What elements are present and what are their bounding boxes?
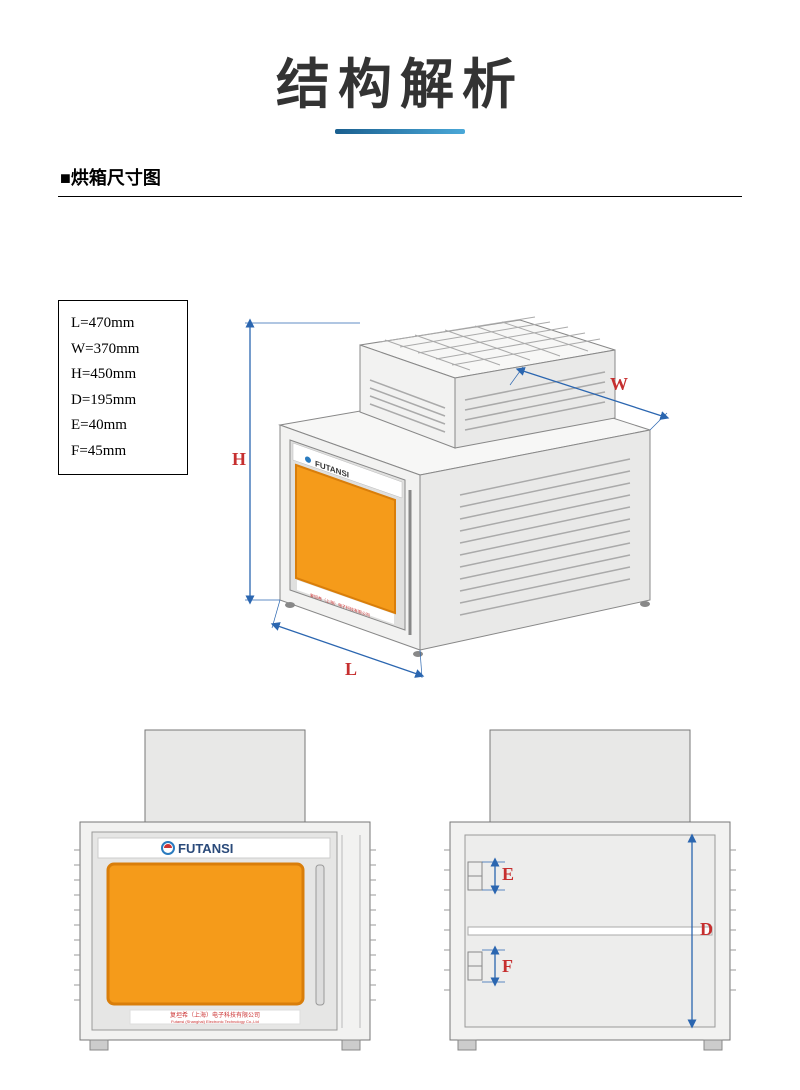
- page-title: 结构解析: [0, 40, 800, 119]
- section-label: ■烘箱尺寸图: [60, 164, 800, 190]
- dim-label-H: H: [232, 449, 246, 469]
- dim-label-L: L: [345, 659, 357, 679]
- dim-label-E: E: [502, 864, 514, 884]
- dim-label-F: F: [502, 956, 513, 976]
- dim-D: D=195mm: [71, 388, 175, 414]
- dim-label-D: D: [700, 919, 713, 939]
- dim-F: F=45mm: [71, 439, 175, 465]
- isometric-view: FUTANSI 复坦希（上海）电子科技有限公司 H W L: [190, 280, 750, 680]
- dim-label-W: W: [610, 374, 628, 394]
- dim-H: H=450mm: [71, 362, 175, 388]
- side-view: D E F: [430, 720, 750, 1060]
- brand-text-front: FUTANSI: [178, 841, 233, 856]
- dimension-box: L=470mm W=370mm H=450mm D=195mm E=40mm F…: [58, 300, 188, 475]
- dim-E: E=40mm: [71, 413, 175, 439]
- brand-sub-en-front: Futansi (Shanghai) Electronic Technology…: [171, 1019, 259, 1024]
- brand-sub-front: 复坦希（上海）电子科技有限公司: [170, 1011, 260, 1019]
- title-underline: [335, 129, 465, 134]
- section-divider: [58, 196, 742, 197]
- dim-L: L=470mm: [71, 311, 175, 337]
- front-view: FUTANSI 复坦希（上海）电子科技有限公司 Futansi (Shangha…: [60, 720, 390, 1060]
- dim-W: W=370mm: [71, 337, 175, 363]
